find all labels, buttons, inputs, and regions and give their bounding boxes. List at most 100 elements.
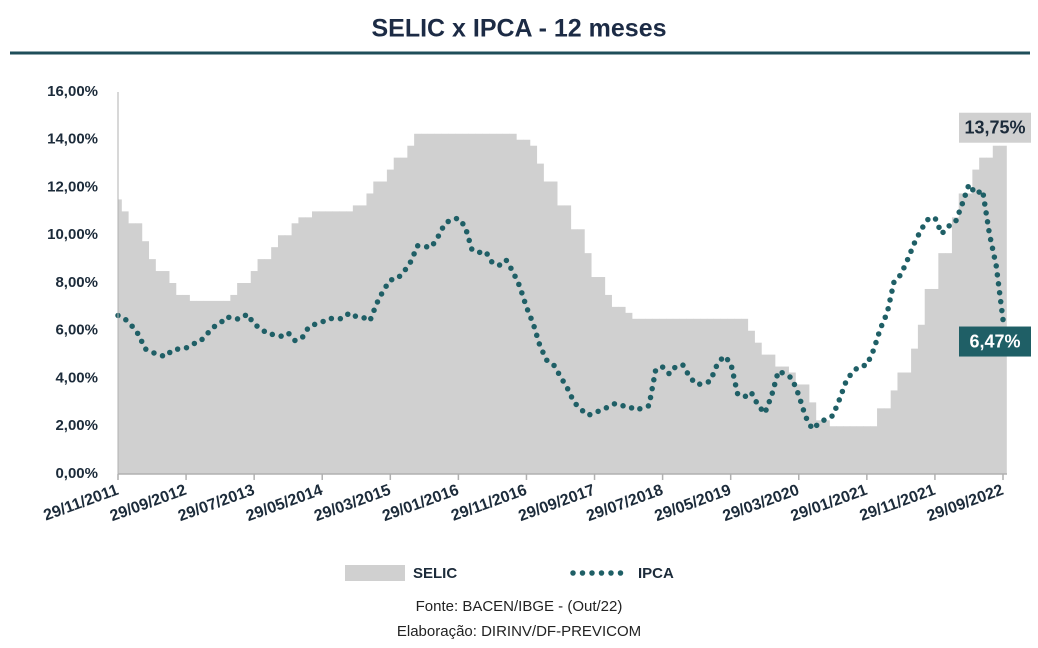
selic-step	[808, 402, 817, 474]
selic-step	[141, 241, 150, 474]
selic-step	[795, 384, 803, 474]
legend-label: IPCA	[638, 565, 674, 582]
selic-step	[182, 294, 190, 474]
selic-step	[291, 223, 299, 474]
selic-step	[441, 133, 449, 474]
selic-step	[516, 139, 524, 474]
selic-step	[536, 163, 544, 474]
y-tick-label: 14,00%	[47, 131, 98, 148]
chart-title: SELIC x IPCA - 12 meses	[371, 15, 666, 43]
selic-step	[250, 271, 258, 474]
selic-step	[420, 133, 429, 474]
ipca-line	[115, 178, 1006, 434]
selic-step	[992, 145, 1000, 474]
selic-step	[890, 390, 898, 474]
selic-step	[577, 229, 585, 474]
selic-step	[121, 211, 129, 474]
selic-step	[543, 181, 551, 474]
y-tick-label: 6,00%	[55, 322, 98, 339]
selic-step	[482, 133, 490, 474]
selic-step	[359, 205, 367, 474]
selic-step	[917, 324, 926, 474]
selic-step	[203, 300, 211, 474]
selic-step	[277, 235, 286, 474]
selic-step	[489, 133, 497, 474]
selic-step	[802, 384, 810, 474]
selic-step	[169, 283, 177, 474]
selic-step	[822, 420, 830, 474]
selic-step	[298, 217, 306, 474]
selic-step	[972, 169, 980, 474]
selic-step	[407, 145, 415, 474]
selic-step	[346, 211, 354, 474]
selic-step	[230, 294, 238, 474]
selic-step	[829, 426, 837, 474]
selic-step	[155, 271, 163, 474]
selic-step	[781, 366, 789, 474]
selic-step	[604, 294, 612, 474]
selic-step	[523, 139, 531, 474]
selic-step	[931, 288, 939, 474]
selic-step	[366, 193, 374, 474]
selic-step	[611, 306, 619, 474]
selic-step	[897, 372, 905, 474]
selic-step	[870, 426, 878, 474]
footnote: Fonte: BACEN/IBGE - (Out/22)	[416, 598, 623, 615]
selic-step	[509, 133, 517, 474]
selic-step	[386, 169, 395, 474]
selic-step	[788, 372, 796, 474]
selic-step	[904, 372, 912, 474]
selic-step	[945, 253, 953, 474]
selic-step	[557, 205, 565, 474]
selic-step	[951, 217, 960, 474]
selic-step	[243, 283, 252, 474]
selic-step	[318, 211, 327, 474]
selic-step	[339, 211, 347, 474]
selic-step	[631, 318, 640, 474]
selic-step	[175, 294, 184, 474]
selic-step	[332, 211, 340, 474]
selic-step	[563, 205, 572, 474]
footnote: Elaboração: DIRINV/DF-PREVICOM	[397, 623, 641, 640]
selic-step	[454, 133, 463, 474]
y-tick-label: 2,00%	[55, 417, 98, 434]
selic-step	[414, 133, 422, 474]
selic-step	[223, 300, 231, 474]
selic-step	[135, 223, 143, 474]
selic-step	[815, 420, 823, 474]
selic-step	[284, 235, 292, 474]
selic-step	[768, 354, 776, 474]
y-tick-label: 12,00%	[47, 178, 98, 195]
y-tick-label: 4,00%	[55, 369, 98, 386]
selic-step	[570, 229, 578, 474]
selic-step	[475, 133, 483, 474]
selic-step	[305, 217, 313, 474]
selic-step	[271, 247, 279, 474]
selic-step	[189, 300, 197, 474]
selic-step	[468, 133, 476, 474]
selic-step	[706, 318, 715, 474]
selic-step	[373, 181, 381, 474]
value-label: 6,47%	[969, 331, 1020, 351]
selic-step	[118, 199, 122, 474]
legend-label: SELIC	[413, 565, 457, 582]
selic-step	[196, 300, 204, 474]
selic-step	[162, 271, 170, 474]
selic-step	[856, 426, 864, 474]
selic-step	[237, 283, 245, 474]
y-tick-label: 10,00%	[47, 226, 98, 243]
value-label: 13,75%	[964, 117, 1025, 137]
selic-step	[700, 318, 708, 474]
selic-step	[597, 277, 606, 474]
selic-step	[863, 426, 871, 474]
selic-step	[325, 211, 333, 474]
selic-step	[584, 253, 592, 474]
selic-step	[448, 133, 456, 474]
selic-step	[883, 408, 892, 474]
selic-step	[938, 253, 946, 474]
selic-step	[495, 133, 504, 474]
selic-step	[393, 157, 401, 474]
selic-step	[727, 318, 735, 474]
selic-step	[625, 312, 633, 474]
selic-step	[720, 318, 728, 474]
